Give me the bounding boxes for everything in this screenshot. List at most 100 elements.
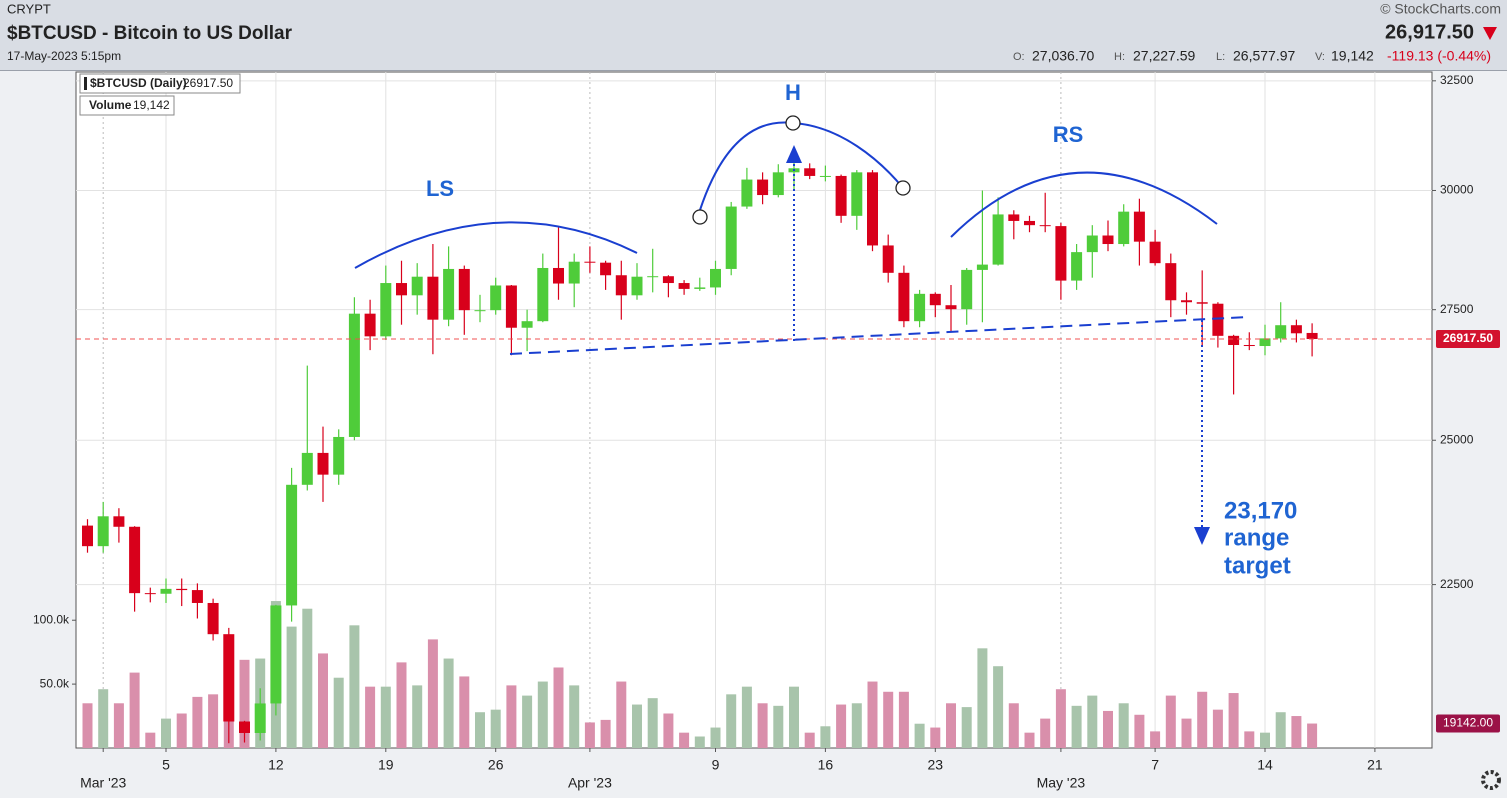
plot-area xyxy=(75,71,1433,749)
volume-bar xyxy=(318,653,328,748)
candle-body xyxy=(1290,325,1302,334)
candle-body xyxy=(1039,225,1051,227)
volume-bar xyxy=(569,685,580,748)
gear-hole[interactable] xyxy=(1488,777,1494,783)
candle-body xyxy=(113,516,125,527)
volume-bar xyxy=(459,676,470,748)
candle-body xyxy=(427,276,439,320)
volume-bar xyxy=(600,719,611,748)
volume-bar xyxy=(914,723,925,748)
candle-body xyxy=(961,269,973,310)
left-shoulder-arc xyxy=(354,221,638,269)
x-tick-label: 21 xyxy=(1367,757,1383,773)
legend-value: 26917.50 xyxy=(183,76,233,90)
volume-bar xyxy=(239,659,250,748)
x-tick-label: 19 xyxy=(378,757,394,773)
volume-bar xyxy=(333,677,344,748)
candle-body xyxy=(270,605,282,704)
last-price-label: 26917.50 xyxy=(1443,331,1493,345)
title: $BTCUSD - Bitcoin to US Dollar xyxy=(7,23,293,44)
candle-body xyxy=(882,245,894,273)
volume-bar xyxy=(286,626,297,748)
gear[interactable] xyxy=(1481,770,1501,790)
arrow-head xyxy=(786,145,802,163)
candle-body xyxy=(364,313,376,337)
pivot xyxy=(785,115,801,131)
candle-body xyxy=(458,268,470,311)
candle-body xyxy=(992,214,1004,265)
volume-bar xyxy=(930,727,941,748)
volume-bar xyxy=(710,727,721,748)
candle-body xyxy=(1275,325,1287,339)
annotation: range xyxy=(1224,524,1289,551)
volume-bar xyxy=(1008,703,1019,748)
legend-box xyxy=(79,73,241,94)
candle-body xyxy=(662,276,674,284)
candle-body xyxy=(1118,211,1130,245)
candle-body xyxy=(207,602,219,635)
candle-body xyxy=(914,293,926,322)
candle-body xyxy=(82,525,93,547)
volume-bar xyxy=(632,704,642,748)
x-tick-label: Mar '23 xyxy=(80,775,126,791)
volume-bar xyxy=(1150,731,1161,748)
candle-body xyxy=(1102,235,1114,245)
volume-bar xyxy=(773,705,784,748)
settings-icon[interactable] xyxy=(1481,770,1501,790)
candle-body xyxy=(1196,302,1208,304)
annotation: H xyxy=(785,80,801,105)
x-tick-label: 14 xyxy=(1257,757,1273,773)
ohlc-value: 26,577.97 xyxy=(1233,48,1295,64)
volume-tick-label: 100.0k xyxy=(33,612,70,626)
candle-body xyxy=(286,484,298,606)
ohlc-value: 27,227.59 xyxy=(1133,48,1195,64)
plot-layer xyxy=(72,72,1436,752)
neckline xyxy=(509,316,1249,355)
ohlc-label: O: xyxy=(1013,51,1025,63)
candle-body xyxy=(1259,338,1271,347)
x-tick-label: 7 xyxy=(1151,757,1159,773)
volume-bar xyxy=(977,648,988,748)
candle-body xyxy=(239,721,250,733)
candle-body xyxy=(176,588,188,591)
volume-bar xyxy=(1307,723,1318,748)
volume-bar xyxy=(82,703,93,748)
candle-body xyxy=(1165,263,1177,301)
change: -119.13 (-0.44%) xyxy=(1387,48,1491,64)
volume-bar xyxy=(1024,732,1035,748)
pivot xyxy=(895,180,911,196)
volume-bar xyxy=(113,703,124,748)
ohlc-label: V: xyxy=(1315,51,1325,63)
candle-body xyxy=(1306,332,1318,340)
candle-body xyxy=(380,283,392,337)
volume-bar xyxy=(1118,703,1129,748)
legend-box xyxy=(79,95,175,116)
candle-body xyxy=(615,275,627,296)
candle-body xyxy=(1024,220,1035,226)
volume-bar xyxy=(1103,710,1113,748)
legend-name: $BTCUSD (Daily) xyxy=(90,76,187,90)
volume-bar xyxy=(1212,709,1223,748)
legend-icon xyxy=(84,77,87,90)
candle-body xyxy=(945,305,957,310)
candle-body xyxy=(835,175,847,216)
annotation: target xyxy=(1224,552,1291,579)
candle-body xyxy=(348,313,360,437)
candle-body xyxy=(301,452,313,485)
volume-bar xyxy=(804,732,815,748)
volume-bar xyxy=(851,703,862,748)
copyright: © StockCharts.com xyxy=(1380,1,1501,17)
volume-bar xyxy=(883,691,894,748)
candle-body xyxy=(490,285,502,311)
right-shoulder-arc xyxy=(950,171,1218,238)
volume-bar xyxy=(946,703,956,748)
volume-bar xyxy=(993,666,1004,748)
candle-body xyxy=(772,172,784,196)
volume-bar xyxy=(898,691,909,748)
volume-bar xyxy=(1275,712,1286,748)
volume-bar xyxy=(302,608,313,748)
volume-bar xyxy=(679,732,690,748)
volume-bar xyxy=(1087,695,1098,748)
candle-body xyxy=(867,172,878,246)
candle-body xyxy=(553,267,564,284)
